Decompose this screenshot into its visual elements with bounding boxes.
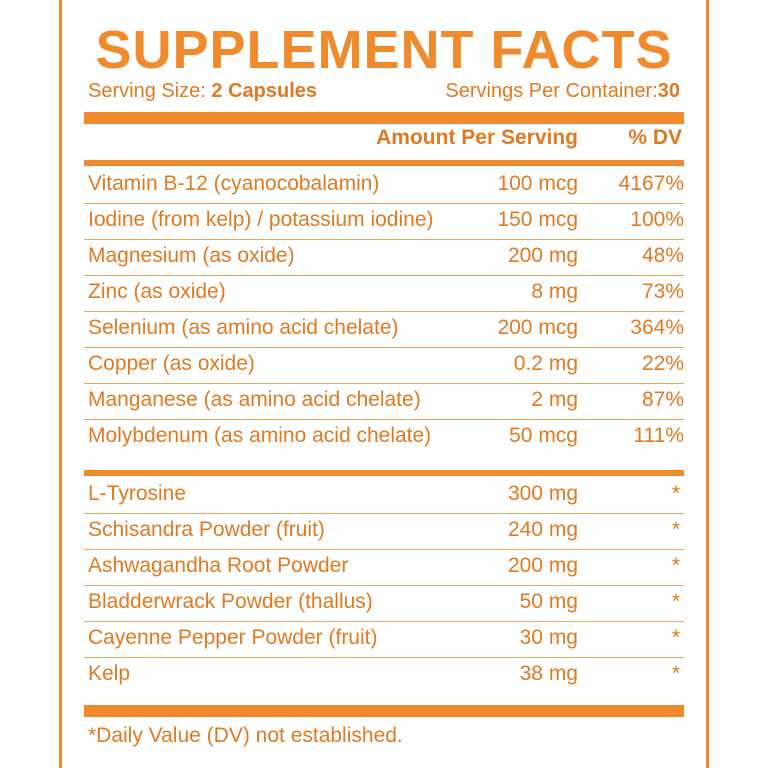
ingredient-amount: 150 mcg — [497, 208, 578, 231]
ingredient-name: Manganese (as amino acid chelate) — [88, 388, 421, 411]
table-row: Bladderwrack Powder (thallus) 50 mg * — [84, 586, 684, 622]
vitamins-list: Vitamin B-12 (cyanocobalamin) 100 mcg 4167… — [84, 168, 684, 456]
footnote: *Daily Value (DV) not established. — [88, 724, 403, 747]
ingredient-dv: 87% — [641, 388, 684, 411]
ingredient-name: Selenium (as amino acid chelate) — [88, 316, 399, 339]
table-row: Manganese (as amino acid chelate) 2 mg 87% — [84, 384, 684, 420]
ingredient-dv: * — [671, 662, 680, 685]
section-divider-bar — [84, 470, 684, 476]
table-row: Molybdenum (as amino acid chelate) 50 mcg… — [84, 420, 684, 456]
header-divider-bar — [84, 160, 684, 166]
ingredient-dv: * — [671, 590, 680, 613]
ingredient-amount: 240 mg — [507, 518, 578, 541]
ingredient-dv: 364% — [630, 316, 684, 339]
serving-size: Serving Size: 2 Capsules — [88, 80, 317, 103]
bottom-divider-bar — [84, 705, 684, 717]
table-row: Kelp 38 mg * — [84, 658, 684, 694]
ingredient-dv: 4167% — [618, 172, 684, 195]
ingredient-dv: 22% — [641, 352, 684, 375]
ingredient-name: Magnesium (as oxide) — [88, 244, 295, 267]
table-row: Magnesium (as oxide) 200 mg 48% — [84, 240, 684, 276]
ingredient-name: Kelp — [88, 662, 131, 685]
table-row: Vitamin B-12 (cyanocobalamin) 100 mcg 4167… — [84, 168, 684, 204]
serving-size-label: Serving Size: — [88, 80, 206, 102]
panel-title: SUPPLEMENT FACTS — [95, 20, 673, 80]
ingredient-dv: 73% — [641, 280, 684, 303]
amount-per-serving-header: Amount Per Serving — [376, 126, 578, 149]
servings-per-container-label: Servings Per Container: — [445, 80, 658, 102]
table-row: Zinc (as oxide) 8 mg 73% — [84, 276, 684, 312]
serving-info: Serving Size: 2 Capsules Servings Per Co… — [88, 80, 680, 106]
ingredient-name: Iodine (from kelp) / potassium iodine) — [88, 208, 434, 231]
table-row: Copper (as oxide) 0.2 mg 22% — [84, 348, 684, 384]
table-row: Schisandra Powder (fruit) 240 mg * — [84, 514, 684, 550]
servings-per-container: Servings Per Container:30 — [445, 80, 680, 103]
serving-size-value: 2 Capsules — [211, 80, 318, 102]
table-row: Iodine (from kelp) / potassium iodine) 15… — [84, 204, 684, 240]
table-row: Cayenne Pepper Powder (fruit) 30 mg * — [84, 622, 684, 658]
ingredient-name: Zinc (as oxide) — [88, 280, 226, 303]
supplement-facts-panel: SUPPLEMENT FACTS Serving Size: 2 Capsule… — [59, 0, 709, 768]
ingredient-amount: 30 mg — [519, 626, 578, 649]
ingredient-amount: 38 mg — [519, 662, 578, 685]
ingredient-name: L-Tyrosine — [88, 482, 187, 505]
ingredient-name: Schisandra Powder (fruit) — [88, 518, 325, 541]
ingredient-name: Ashwagandha Root Powder — [88, 554, 349, 577]
ingredient-amount: 8 mg — [531, 280, 578, 303]
other-ingredients-list: L-Tyrosine 300 mg * Schisandra Powder (frui… — [84, 478, 684, 694]
ingredient-dv: * — [671, 482, 680, 505]
ingredient-amount: 50 mcg — [509, 424, 578, 447]
ingredient-amount: 50 mg — [519, 590, 578, 613]
ingredient-dv: * — [671, 518, 680, 541]
ingredient-amount: 0.2 mg — [513, 352, 578, 375]
ingredient-name: Copper (as oxide) — [88, 352, 255, 375]
servings-per-container-value: 30 — [657, 80, 680, 102]
panel-content: SUPPLEMENT FACTS Serving Size: 2 Capsule… — [84, 0, 684, 768]
ingredient-amount: 100 mcg — [497, 172, 578, 195]
table-row: L-Tyrosine 300 mg * — [84, 478, 684, 514]
ingredient-name: Molybdenum (as amino acid chelate) — [88, 424, 432, 447]
ingredient-amount: 300 mg — [507, 482, 578, 505]
ingredient-dv: 111% — [633, 424, 684, 447]
ingredient-name: Vitamin B-12 (cyanocobalamin) — [88, 172, 380, 195]
ingredient-dv: * — [671, 626, 680, 649]
ingredient-amount: 200 mcg — [497, 316, 578, 339]
ingredient-dv: 100% — [630, 208, 684, 231]
ingredient-dv: * — [671, 554, 680, 577]
top-divider-bar — [84, 112, 684, 124]
table-row: Selenium (as amino acid chelate) 200 mcg 3… — [84, 312, 684, 348]
percent-dv-header: % DV — [628, 126, 682, 149]
ingredient-name: Cayenne Pepper Powder (fruit) — [88, 626, 378, 649]
ingredient-dv: 48% — [641, 244, 684, 267]
table-row: Ashwagandha Root Powder 200 mg * — [84, 550, 684, 586]
ingredient-name: Bladderwrack Powder (thallus) — [88, 590, 373, 613]
ingredient-amount: 200 mg — [507, 554, 578, 577]
ingredient-amount: 2 mg — [531, 388, 578, 411]
ingredient-amount: 200 mg — [507, 244, 578, 267]
